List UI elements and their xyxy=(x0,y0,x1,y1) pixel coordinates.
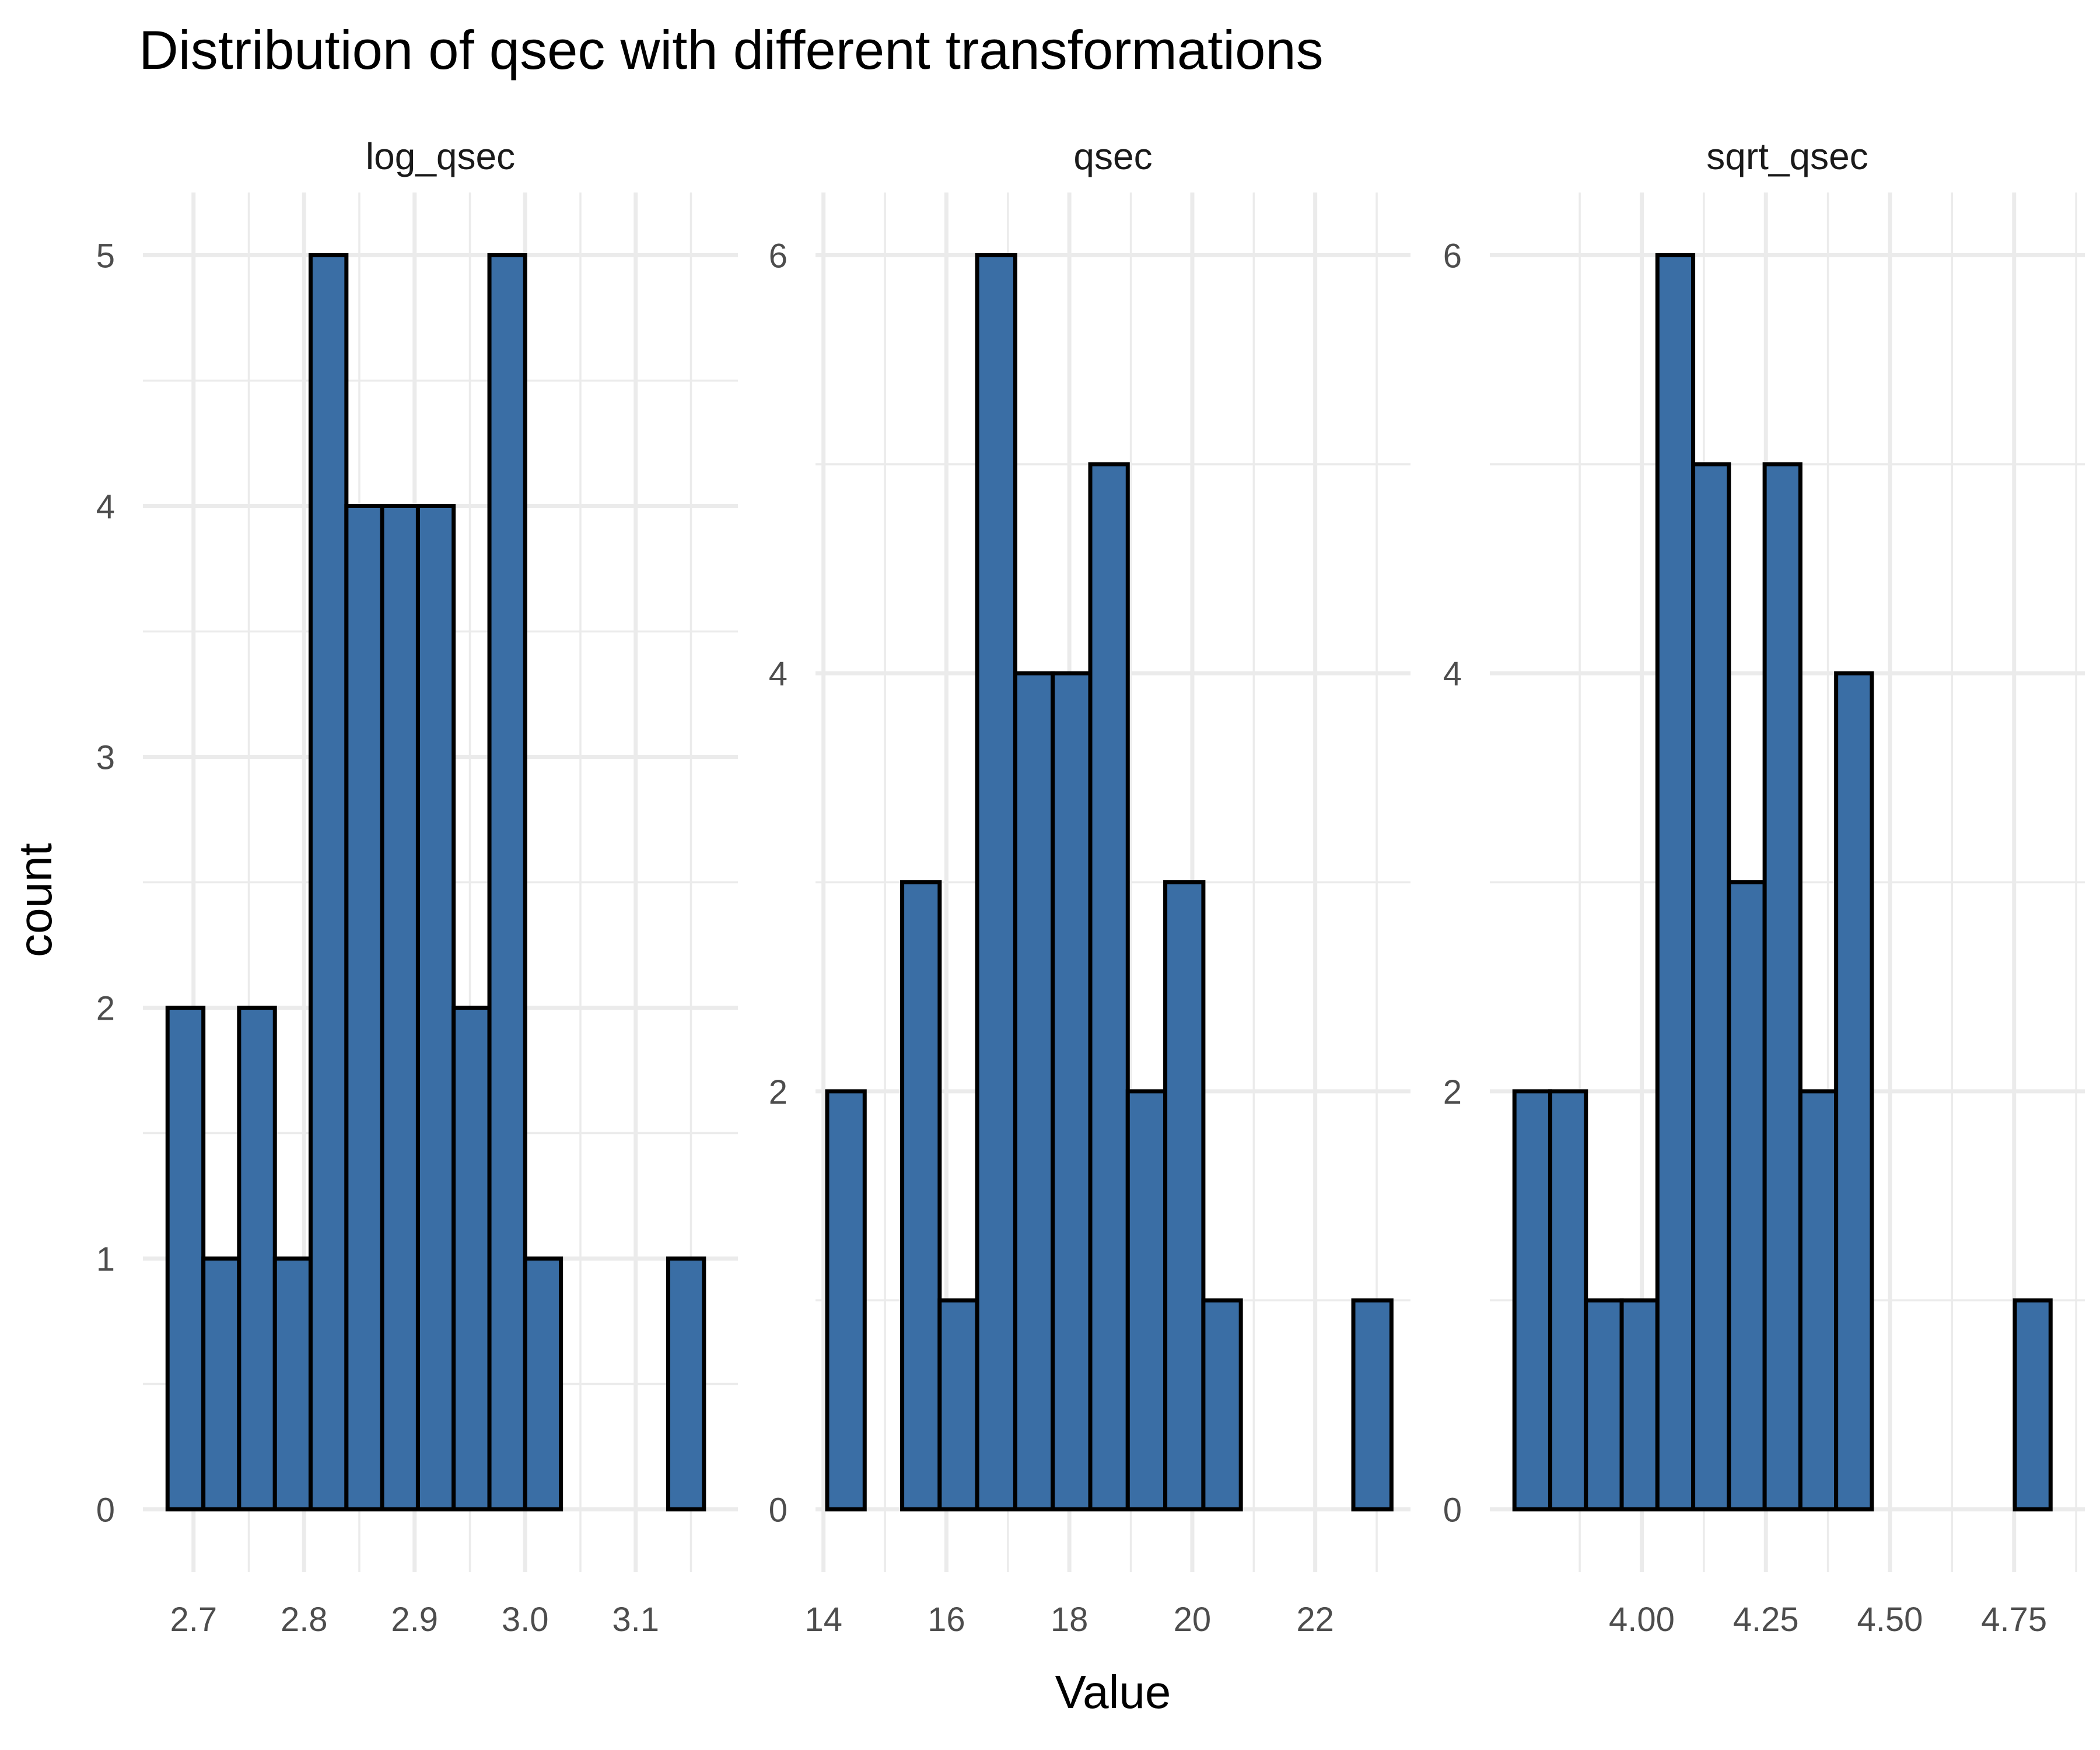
y-tick-label: 0 xyxy=(1443,1492,1462,1530)
y-tick-label: 6 xyxy=(769,237,788,275)
histogram-bar xyxy=(452,1006,492,1511)
chart-title: Distribution of qsec with different tran… xyxy=(139,19,1324,80)
histogram-bar xyxy=(1013,671,1055,1511)
x-tick-label: 2.7 xyxy=(170,1601,217,1639)
y-tick-label: 4 xyxy=(96,488,115,526)
y-tick-label: 1 xyxy=(96,1241,115,1279)
y-tick-label: 4 xyxy=(769,655,788,693)
x-tick-label: 14 xyxy=(804,1601,842,1639)
histogram-bar xyxy=(237,1006,277,1511)
facet-sqrt-qsec: sqrt_qsec 0 2 4 6 4.00 4.25 4.50 4.75 xyxy=(1443,135,2085,1639)
facet-strip-label: log_qsec xyxy=(366,135,515,177)
histogram-bar xyxy=(975,253,1017,1511)
facet-log-qsec: log_qsec 0 1 2 3 4 5 2.7 2.8 2.9 3.0 3.1 xyxy=(96,135,738,1639)
histogram-bar xyxy=(1619,1298,1660,1512)
histogram-bar xyxy=(272,1256,313,1511)
histogram-bar xyxy=(1351,1298,1394,1512)
x-tick-label: 4.75 xyxy=(1981,1601,2047,1639)
histogram-bar xyxy=(1125,1089,1168,1512)
x-tick-label: 22 xyxy=(1296,1601,1334,1639)
histogram-bar xyxy=(666,1256,706,1511)
x-tick-label: 3.1 xyxy=(612,1601,659,1639)
histogram-bar xyxy=(523,1256,564,1511)
histogram-bar xyxy=(937,1298,979,1512)
y-axis-title: count xyxy=(9,843,61,957)
y-tick-label: 2 xyxy=(769,1073,788,1111)
x-tick-label: 4.50 xyxy=(1857,1601,1923,1639)
histogram-bar xyxy=(1088,462,1130,1511)
x-tick-label: 4.00 xyxy=(1609,1601,1675,1639)
y-tick-label: 4 xyxy=(1443,655,1462,693)
y-tick-label: 2 xyxy=(1443,1073,1462,1111)
histogram-bar xyxy=(1512,1089,1552,1512)
histogram-bar xyxy=(201,1256,242,1511)
facet-strip-label: qsec xyxy=(1073,135,1152,177)
histogram-bar xyxy=(1548,1089,1588,1512)
y-tick-label: 3 xyxy=(96,739,115,777)
histogram-bar xyxy=(165,1006,206,1511)
histogram-bar xyxy=(487,253,527,1511)
y-tick-label: 0 xyxy=(96,1492,115,1530)
y-tick-label: 2 xyxy=(96,990,115,1028)
x-tick-label: 2.9 xyxy=(391,1601,438,1639)
histogram-bar xyxy=(1727,880,1767,1511)
x-tick-label: 20 xyxy=(1174,1601,1212,1639)
histogram-bar xyxy=(380,504,420,1511)
histogram-bar xyxy=(900,880,942,1511)
histogram-bar xyxy=(2013,1298,2053,1512)
histogram-bar xyxy=(344,504,384,1511)
x-tick-label: 3.0 xyxy=(502,1601,549,1639)
y-tick-label: 6 xyxy=(1443,237,1462,275)
histogram-bar xyxy=(308,253,349,1511)
histogram-bar xyxy=(825,1089,867,1512)
histogram-bar xyxy=(415,504,456,1511)
facet-qsec: qsec 0 2 4 6 14 16 18 20 22 xyxy=(769,135,1410,1639)
x-tick-label: 16 xyxy=(928,1601,965,1639)
y-tick-label: 5 xyxy=(96,237,115,275)
histogram-bar xyxy=(1691,462,1731,1511)
histogram-bar xyxy=(1051,671,1093,1511)
facet-panels: log_qsec 0 1 2 3 4 5 2.7 2.8 2.9 3.0 3.1 qsec 0 2 4 6 14 1… xyxy=(96,135,2085,1639)
histogram-bar xyxy=(1201,1298,1243,1512)
x-tick-label: 4.25 xyxy=(1733,1601,1799,1639)
facet-strip-label: sqrt_qsec xyxy=(1706,135,1868,177)
x-axis-title: Value xyxy=(1055,1666,1171,1718)
histogram-bar xyxy=(1798,1089,1839,1512)
histogram-bar xyxy=(1762,462,1803,1511)
histogram-bar xyxy=(1584,1298,1624,1512)
x-tick-label: 2.8 xyxy=(281,1601,328,1639)
y-tick-label: 0 xyxy=(769,1492,788,1530)
histogram-bar xyxy=(1163,880,1206,1511)
histogram-bar xyxy=(1834,671,1874,1511)
histogram-bar xyxy=(1655,253,1696,1511)
x-tick-label: 18 xyxy=(1051,1601,1088,1639)
